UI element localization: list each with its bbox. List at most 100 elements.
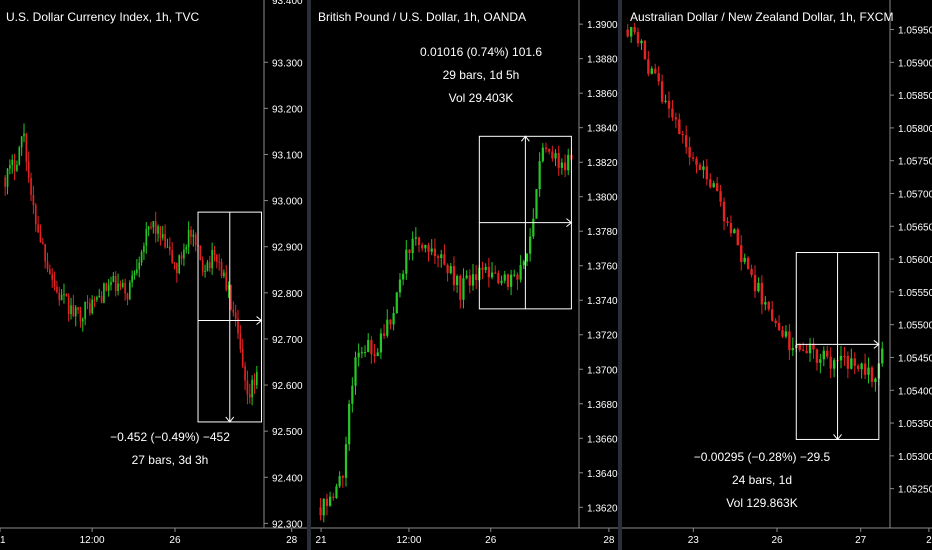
measure-bars-audnzd: 24 bars, 1d — [731, 473, 793, 487]
candle-body — [427, 244, 430, 252]
y-tick-label: 1.05750 — [898, 157, 932, 168]
candle-body — [213, 249, 216, 256]
y-tick-label: 1.05350 — [898, 419, 932, 430]
candle-body — [551, 151, 554, 159]
y-tick-label: 1.36600 — [587, 434, 618, 445]
y-tick-label: 1.39000 — [587, 20, 618, 31]
y-tick-label: 1.37200 — [587, 331, 618, 342]
candle-body — [183, 249, 185, 259]
measure-arrowhead-vertical — [520, 135, 530, 142]
panel-separator[interactable] — [307, 0, 311, 550]
candle-body — [253, 379, 256, 386]
candle-body — [13, 159, 16, 171]
candle-body — [58, 292, 61, 301]
measure-volume-audnzd: Vol 129.863K — [726, 496, 798, 510]
candle-body — [41, 242, 44, 245]
candle-body — [176, 263, 178, 274]
candle-body — [777, 323, 781, 331]
candle-body — [77, 307, 79, 310]
candle-body — [143, 245, 145, 253]
candle-body — [335, 486, 338, 498]
candle-body — [34, 205, 37, 225]
candle-body — [373, 354, 376, 357]
y-tick-label: 1.37800 — [587, 227, 618, 238]
candle-body — [322, 498, 325, 516]
candle-body — [145, 229, 148, 246]
candle-body — [89, 303, 91, 314]
candle-body — [456, 276, 459, 286]
candle-body — [443, 254, 446, 265]
measure-arrowhead-horizontal — [256, 316, 263, 325]
candle-body — [494, 272, 497, 274]
chart-plot-dxy[interactable]: 93.300 93.200 93.100 93.000 92.900 92.800 92.7… — [0, 0, 307, 550]
chart-plot-gbpusd[interactable]: 1.39000 1.38800 1.38600 1.38400 1.38200 1.380… — [311, 0, 618, 550]
candle-body — [53, 279, 56, 287]
candle-body — [65, 294, 68, 297]
candle-body — [709, 179, 712, 188]
candle-body — [119, 283, 122, 287]
candle-body — [819, 359, 822, 363]
y-tick-label: 1.05500 — [898, 321, 932, 332]
candle-body — [452, 266, 456, 286]
candle-body — [218, 261, 221, 263]
candle-body — [51, 274, 54, 280]
candle-body — [462, 278, 465, 300]
y-tick-label: 1.05950 — [898, 26, 932, 37]
candle-body — [204, 270, 206, 272]
candle-body — [538, 161, 541, 190]
chart-panel-gbpusd[interactable]: 1.39000 1.38800 1.38600 1.38400 1.38200 1.380… — [311, 0, 618, 550]
chart-panel-dxy[interactable]: 93.300 93.200 93.100 93.000 92.900 92.800 92.7… — [0, 0, 307, 550]
candle-body — [159, 226, 162, 239]
y-tick-label: 1.36200 — [587, 503, 618, 514]
candle-body — [650, 68, 654, 74]
candle-body — [11, 159, 14, 166]
y-tick-label: 1.05700 — [898, 189, 932, 200]
candle-body — [535, 189, 538, 219]
y-tick-label: 1.38600 — [587, 89, 618, 100]
candle-body — [881, 348, 884, 364]
candle-body — [503, 274, 506, 281]
candle-body — [626, 29, 629, 37]
y-tick-label: 92.800 — [272, 289, 303, 300]
candle-body — [60, 294, 63, 301]
candle-body — [808, 343, 812, 354]
candle-body — [16, 164, 18, 171]
y-tick-label: 1.05650 — [898, 222, 932, 233]
candle-body — [216, 255, 218, 262]
measure-arrowhead-horizontal — [566, 218, 573, 227]
candle-body — [647, 59, 650, 74]
candle-body — [468, 275, 471, 286]
candle-body — [220, 261, 223, 277]
candle-body — [230, 284, 232, 310]
panel-separator[interactable] — [618, 0, 622, 550]
candle-body — [436, 256, 440, 259]
y-tick-label: 1.38400 — [587, 124, 618, 135]
chart-panel-audnzd[interactable]: 1.05950 1.05900 1.05850 1.05800 1.05750 1.057… — [622, 0, 932, 550]
candle-body — [332, 496, 335, 498]
candle-body — [164, 234, 166, 248]
x-tick-label: 21 — [315, 535, 327, 546]
candle-body — [20, 136, 23, 148]
candle-body — [541, 147, 544, 162]
candle-body — [490, 272, 494, 278]
y-tick-label: 1.05600 — [898, 255, 932, 266]
candle-body — [774, 320, 777, 324]
candle-body — [86, 301, 89, 304]
candle-body — [206, 262, 209, 271]
y-tick-label: 1.37400 — [587, 296, 618, 307]
candle-body — [133, 272, 136, 276]
candle-body — [363, 352, 367, 354]
candle-body — [93, 299, 96, 301]
candle-body — [424, 244, 427, 249]
chart-plot-audnzd[interactable]: 1.05950 1.05900 1.05850 1.05800 1.05750 1.057… — [622, 0, 932, 550]
candle-body — [770, 309, 774, 321]
candle-body — [874, 378, 877, 382]
candle-body — [173, 262, 176, 264]
candle-body — [201, 260, 204, 272]
measure-readout-gbpusd: 0.01016 (0.74%) 101.6 — [419, 45, 543, 59]
candle-body — [554, 153, 557, 159]
x-tick-label: 28 — [286, 535, 298, 546]
candle-body — [678, 119, 681, 135]
candle-body — [465, 275, 468, 279]
candle-body — [522, 261, 525, 266]
